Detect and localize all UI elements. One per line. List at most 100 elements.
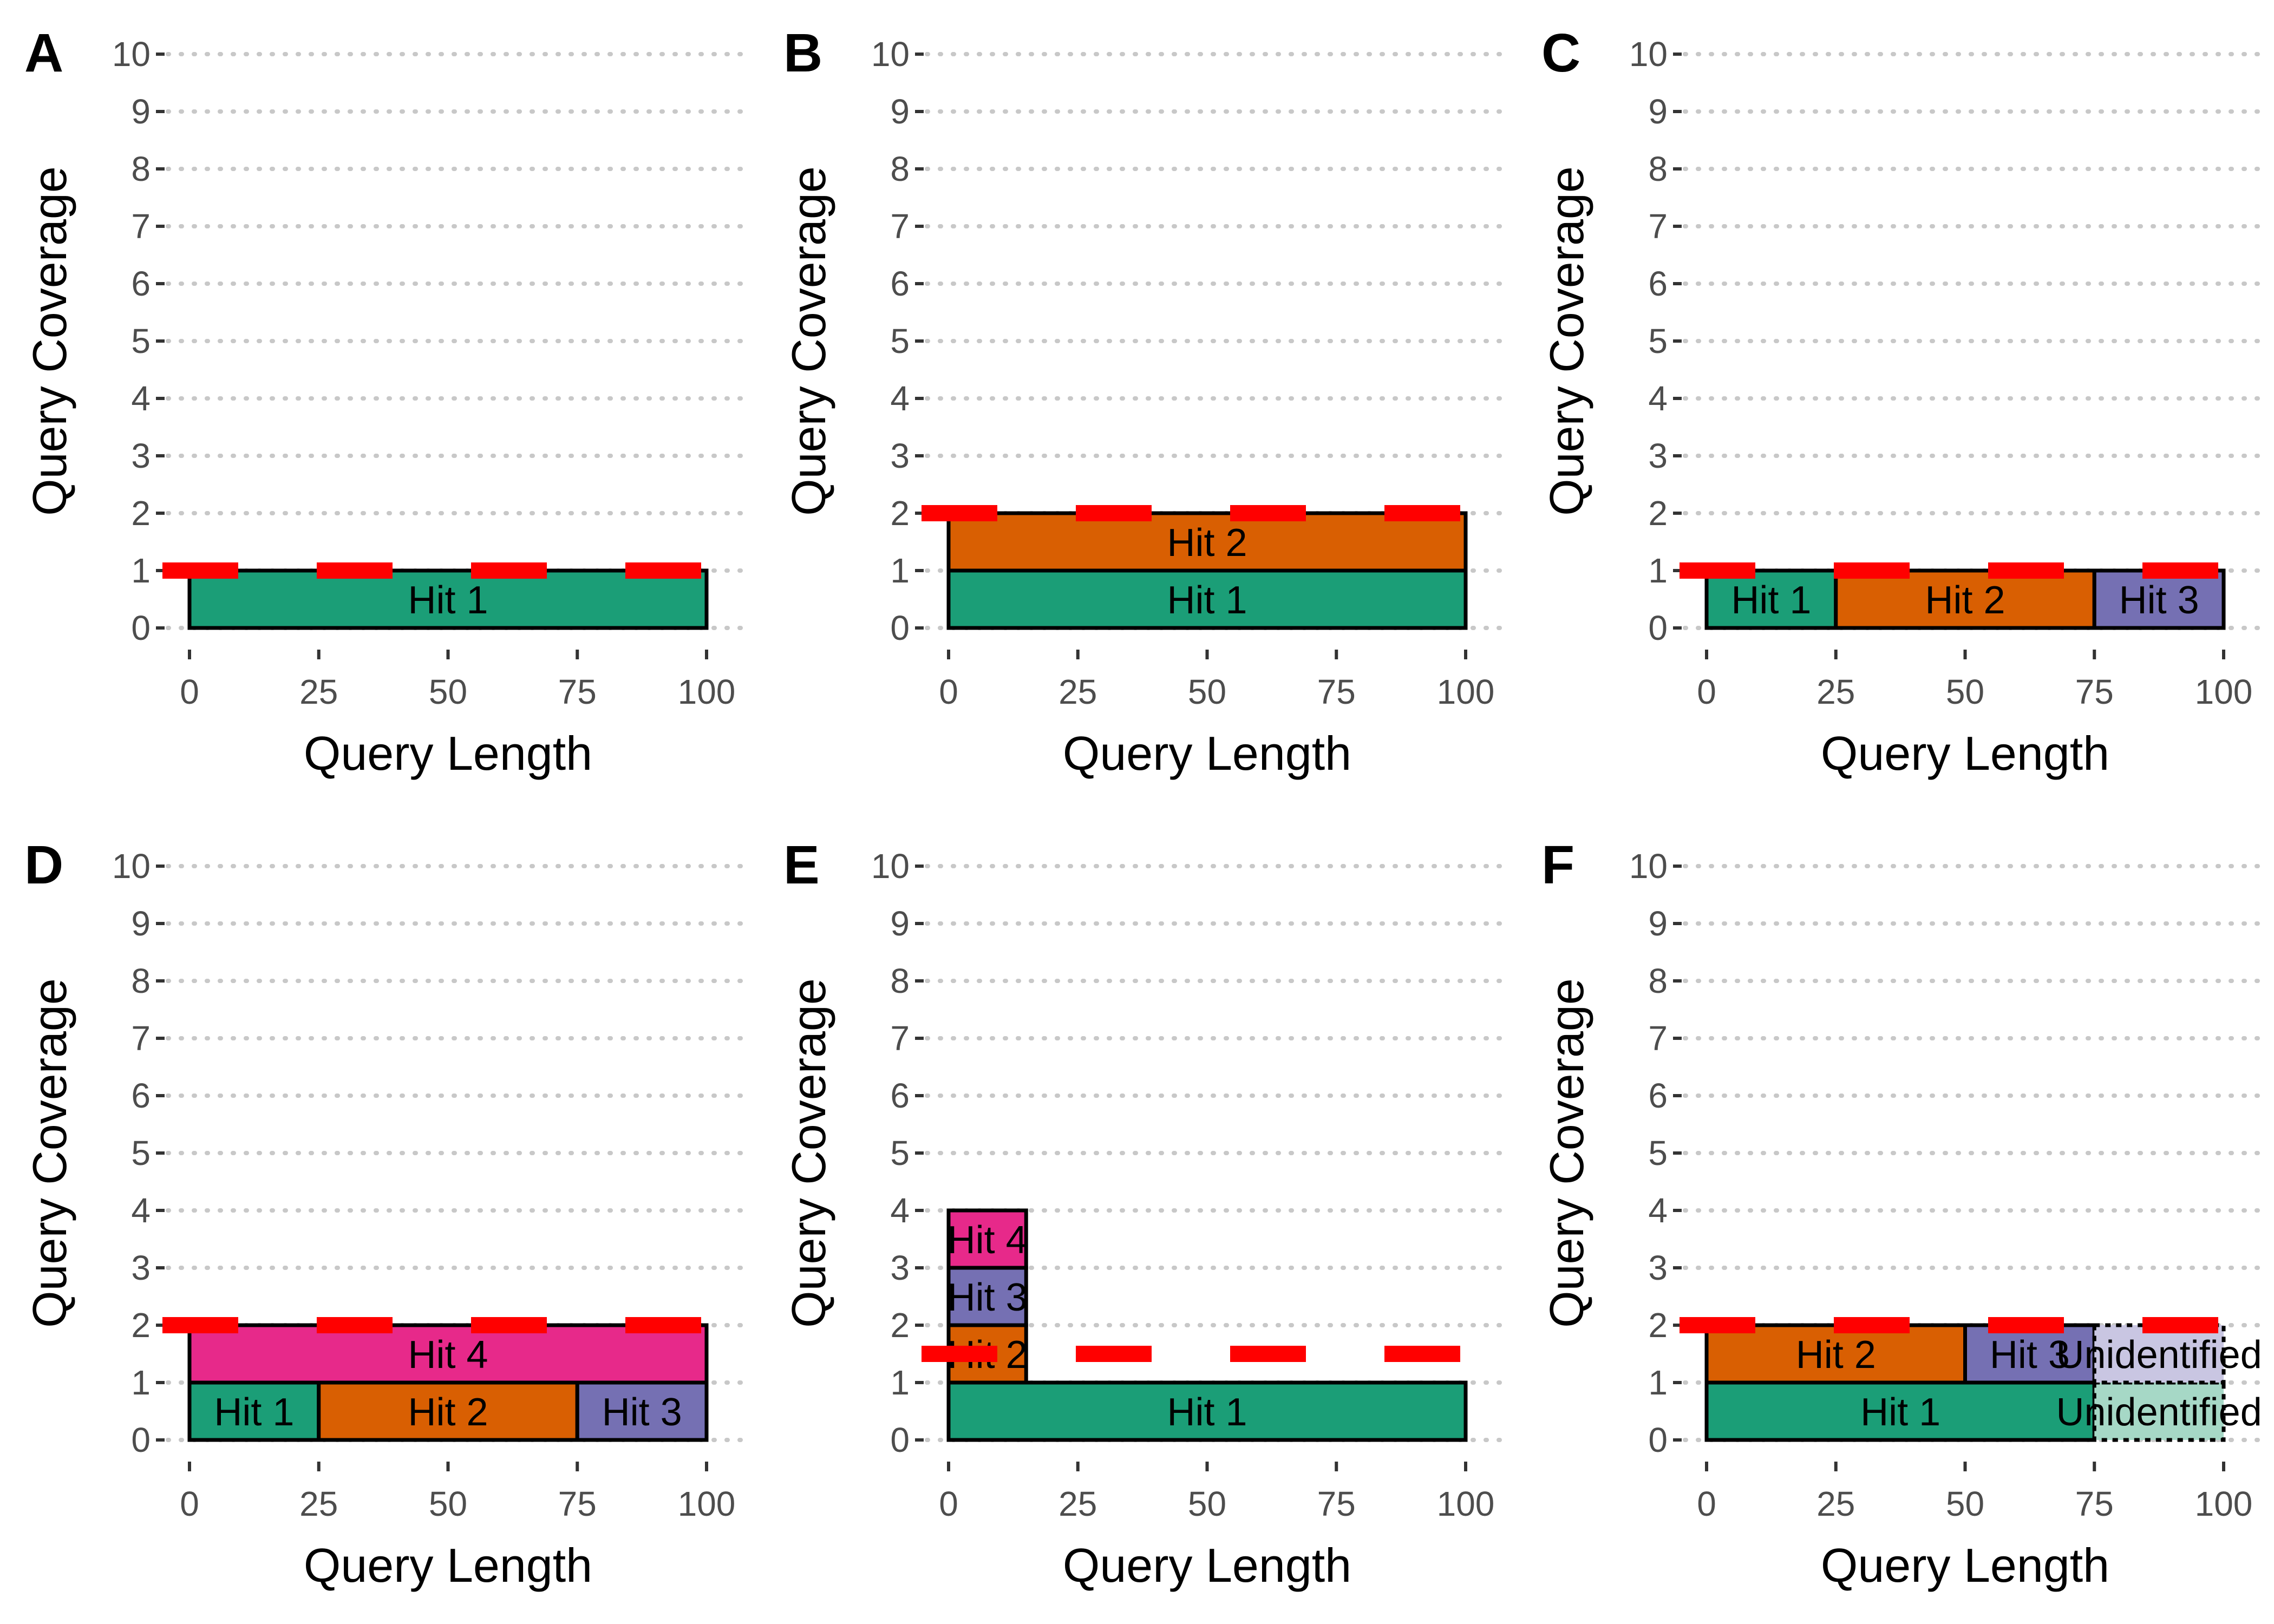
y-tick-label: 7: [1648, 207, 1668, 246]
y-tick-label: 10: [1629, 35, 1668, 74]
y-tick-label: 10: [112, 35, 151, 74]
y-axis-title: Query Coverage: [23, 166, 76, 516]
x-tick-label: 25: [1816, 1484, 1855, 1523]
y-tick-label: 0: [131, 1420, 151, 1459]
x-tick-label: 100: [678, 672, 736, 711]
y-tick-label: 2: [1648, 1306, 1668, 1345]
y-tick-label: 2: [890, 494, 910, 533]
y-tick-label: 3: [1648, 1248, 1668, 1287]
y-axis-title: Query Coverage: [782, 166, 835, 516]
y-tick-label: 7: [1648, 1019, 1668, 1058]
y-tick-label: 9: [131, 92, 151, 131]
y-tick-label: 6: [890, 1076, 910, 1115]
y-tick-label: 2: [1648, 494, 1668, 533]
x-tick-label: 50: [1188, 1484, 1226, 1523]
y-tick-label: 10: [112, 847, 151, 886]
x-tick-label: 100: [1437, 1484, 1495, 1523]
y-tick-label: 5: [1648, 322, 1668, 361]
y-tick-label: 6: [131, 1076, 151, 1115]
y-tick-label: 9: [1648, 904, 1668, 943]
x-tick-label: 0: [939, 672, 958, 711]
hit-bar: [2092, 1380, 2226, 1442]
hit-label: Unidentified: [2056, 1391, 2262, 1434]
y-tick-label: 4: [131, 1191, 151, 1230]
y-tick-label: 6: [1648, 264, 1668, 303]
x-tick-label: 75: [558, 1484, 597, 1523]
x-axis-title: Query Length: [1063, 726, 1351, 780]
hit-bar: [946, 511, 1468, 573]
x-tick-label: 100: [678, 1484, 736, 1523]
hit-label: Hit 1: [1731, 579, 1811, 622]
hit-label: Hit 1: [1860, 1391, 1940, 1434]
x-tick-label: 25: [299, 1484, 338, 1523]
hit-bar: [187, 568, 709, 630]
y-tick-label: 2: [890, 1306, 910, 1345]
y-tick-label: 8: [131, 149, 151, 188]
hit-label: Hit 3: [948, 1276, 1028, 1319]
x-axis-title: Query Length: [304, 1538, 592, 1592]
x-tick-label: 100: [2195, 1484, 2253, 1523]
y-tick-label: 6: [131, 264, 151, 303]
x-tick-label: 75: [558, 672, 597, 711]
y-tick-label: 10: [1629, 847, 1668, 886]
panel-letter: A: [24, 23, 63, 83]
x-tick-label: 75: [2075, 672, 2114, 711]
y-tick-label: 7: [131, 207, 151, 246]
x-axis-title: Query Length: [1063, 1538, 1351, 1592]
y-tick-label: 3: [890, 436, 910, 475]
hit-label: Hit 1: [1167, 1391, 1247, 1434]
x-axis-title: Query Length: [304, 726, 592, 780]
panel-letter: E: [783, 835, 820, 895]
y-tick-label: 0: [1648, 608, 1668, 647]
x-tick-label: 25: [1816, 672, 1855, 711]
y-tick-label: 2: [131, 494, 151, 533]
x-tick-label: 75: [1317, 1484, 1356, 1523]
y-tick-label: 1: [131, 1363, 151, 1402]
hit-bar: [1704, 1323, 1967, 1385]
x-tick-label: 0: [1697, 672, 1716, 711]
x-tick-label: 75: [2075, 1484, 2114, 1523]
hit-bar: [2092, 1323, 2226, 1385]
y-tick-label: 1: [1648, 1363, 1668, 1402]
y-tick-label: 3: [1648, 436, 1668, 475]
hit-bar: [1963, 1323, 2096, 1385]
y-tick-label: 3: [890, 1248, 910, 1287]
x-tick-label: 25: [1058, 672, 1097, 711]
y-tick-label: 4: [1648, 1191, 1668, 1230]
x-tick-label: 50: [1188, 672, 1226, 711]
y-tick-label: 4: [890, 1191, 910, 1230]
y-tick-label: 8: [1648, 961, 1668, 1000]
hit-label: Unidentified: [2056, 1333, 2262, 1377]
y-tick-label: 10: [871, 847, 910, 886]
y-tick-label: 3: [131, 1248, 151, 1287]
x-tick-label: 0: [180, 1484, 199, 1523]
y-tick-label: 4: [890, 379, 910, 418]
y-tick-label: 7: [890, 1019, 910, 1058]
hit-label: Hit 1: [1167, 579, 1247, 622]
y-tick-label: 0: [890, 1420, 910, 1459]
y-axis-title: Query Coverage: [1540, 978, 1593, 1328]
hit-label: Hit 1: [214, 1391, 294, 1434]
y-tick-label: 1: [1648, 551, 1668, 590]
hit-label: Hit 4: [408, 1333, 488, 1377]
y-tick-label: 5: [131, 1134, 151, 1173]
panel-letter: B: [783, 23, 822, 83]
y-tick-label: 4: [131, 379, 151, 418]
panel-letter: C: [1541, 23, 1580, 83]
y-axis-title: Query Coverage: [782, 978, 835, 1328]
y-tick-label: 2: [131, 1306, 151, 1345]
hit-label: Hit 1: [408, 579, 488, 622]
y-tick-label: 5: [131, 322, 151, 361]
hit-label: Hit 2: [1925, 579, 2005, 622]
x-tick-label: 100: [2195, 672, 2253, 711]
y-tick-label: 1: [131, 551, 151, 590]
y-tick-label: 8: [890, 961, 910, 1000]
hit-label: Hit 3: [602, 1391, 682, 1434]
x-tick-label: 50: [1946, 1484, 1984, 1523]
x-tick-label: 25: [299, 672, 338, 711]
hit-bar: [946, 568, 1468, 630]
